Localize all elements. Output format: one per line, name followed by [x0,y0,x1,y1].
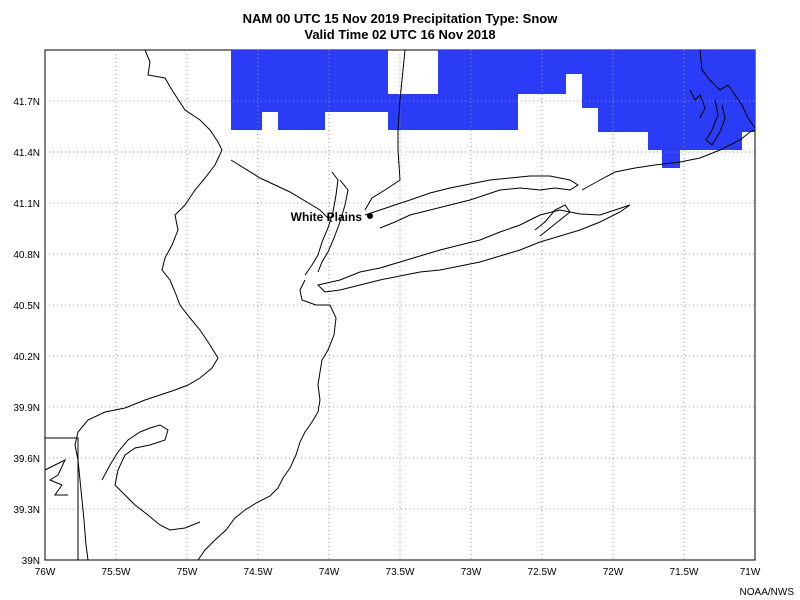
lon-tick-label: 76W [35,567,56,578]
lat-tick-label: 39.3N [13,505,40,516]
lon-tick-label: 71.5W [670,567,699,578]
map-title-line1: NAM 00 UTC 15 Nov 2019 Precipitation Typ… [242,11,558,26]
lat-tick-labels: 41.7N 41.4N 41.1N 40.8N 40.5N 40.2N 39.9… [13,97,40,567]
lon-tick-labels: 76W 75.5W 75W 74.5W 74W 73.5W 73W 72.5W … [35,567,761,578]
lat-tick-label: 39.6N [13,454,40,465]
lon-tick-label: 71W [740,567,761,578]
map-title-line2: Valid Time 02 UTC 16 Nov 2018 [304,27,496,42]
lon-tick-label: 74.5W [244,567,273,578]
lon-tick-label: 73W [461,567,482,578]
credit-label: NOAA/NWS [739,587,794,598]
lon-tick-label: 75W [177,567,198,578]
lon-tick-label: 72.5W [528,567,557,578]
snow-area [231,50,755,168]
city-label-white-plains: White Plains [291,210,363,224]
lat-tick-label: 41.1N [13,199,40,210]
lon-tick-label: 75.5W [102,567,131,578]
lat-tick-label: 40.5N [13,301,40,312]
lon-tick-label: 73.5W [386,567,415,578]
lat-tick-label: 40.2N [13,352,40,363]
lat-tick-label: 39.9N [13,403,40,414]
lon-tick-label: 74W [319,567,340,578]
lat-tick-label: 41.7N [13,97,40,108]
boundaries [44,49,756,561]
lat-tick-label: 39N [22,556,40,567]
lon-tick-label: 72W [603,567,624,578]
lat-tick-label: 40.8N [13,250,40,261]
city-marker-white-plains [367,213,373,219]
grid-lines [45,50,755,560]
lat-tick-label: 41.4N [13,148,40,159]
